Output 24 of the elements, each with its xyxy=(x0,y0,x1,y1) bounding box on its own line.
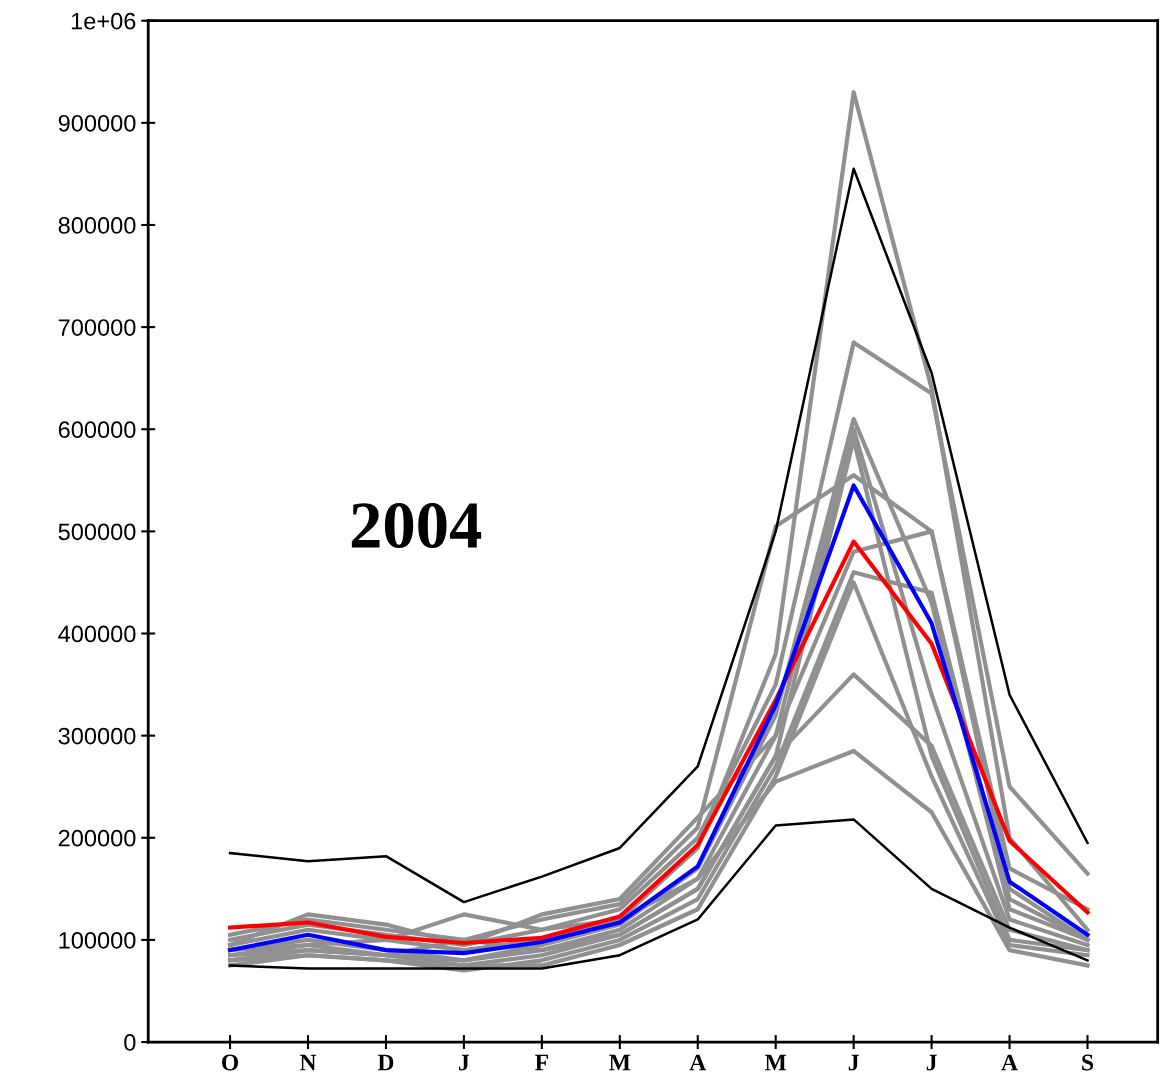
y-tick-label: 1e+06 xyxy=(71,12,136,30)
x-tick-label: J xyxy=(848,1054,859,1071)
x-tick-label: O xyxy=(222,1054,239,1071)
y-tick-label: 800000 xyxy=(58,217,136,234)
y-tick-label: 400000 xyxy=(58,625,136,643)
x-tick-label: F xyxy=(535,1054,548,1071)
y-tick-label: 900000 xyxy=(58,114,136,132)
x-tick-label: D xyxy=(377,1054,394,1071)
y-tick-label: 500000 xyxy=(58,523,136,541)
x-tick-label: A xyxy=(689,1054,707,1071)
y-tick-label: 100000 xyxy=(59,931,136,949)
annotation: 2004 xyxy=(351,503,482,549)
y-tick-label: 0 xyxy=(124,1034,136,1051)
x-tick-label: M xyxy=(609,1054,631,1071)
x-tick-label: N xyxy=(299,1054,317,1071)
x-tick-label: J xyxy=(926,1054,937,1071)
x-tick-label: M xyxy=(764,1054,787,1071)
y-tick-label: 300000 xyxy=(58,727,136,745)
x-tick-label: S xyxy=(1082,1054,1094,1071)
x-tick-label: A xyxy=(1001,1054,1018,1071)
y-tick-label: 600000 xyxy=(58,421,136,439)
y-tick-label: 200000 xyxy=(58,829,136,847)
y-tick-label: 700000 xyxy=(58,319,136,336)
x-tick-label: J xyxy=(459,1054,470,1071)
